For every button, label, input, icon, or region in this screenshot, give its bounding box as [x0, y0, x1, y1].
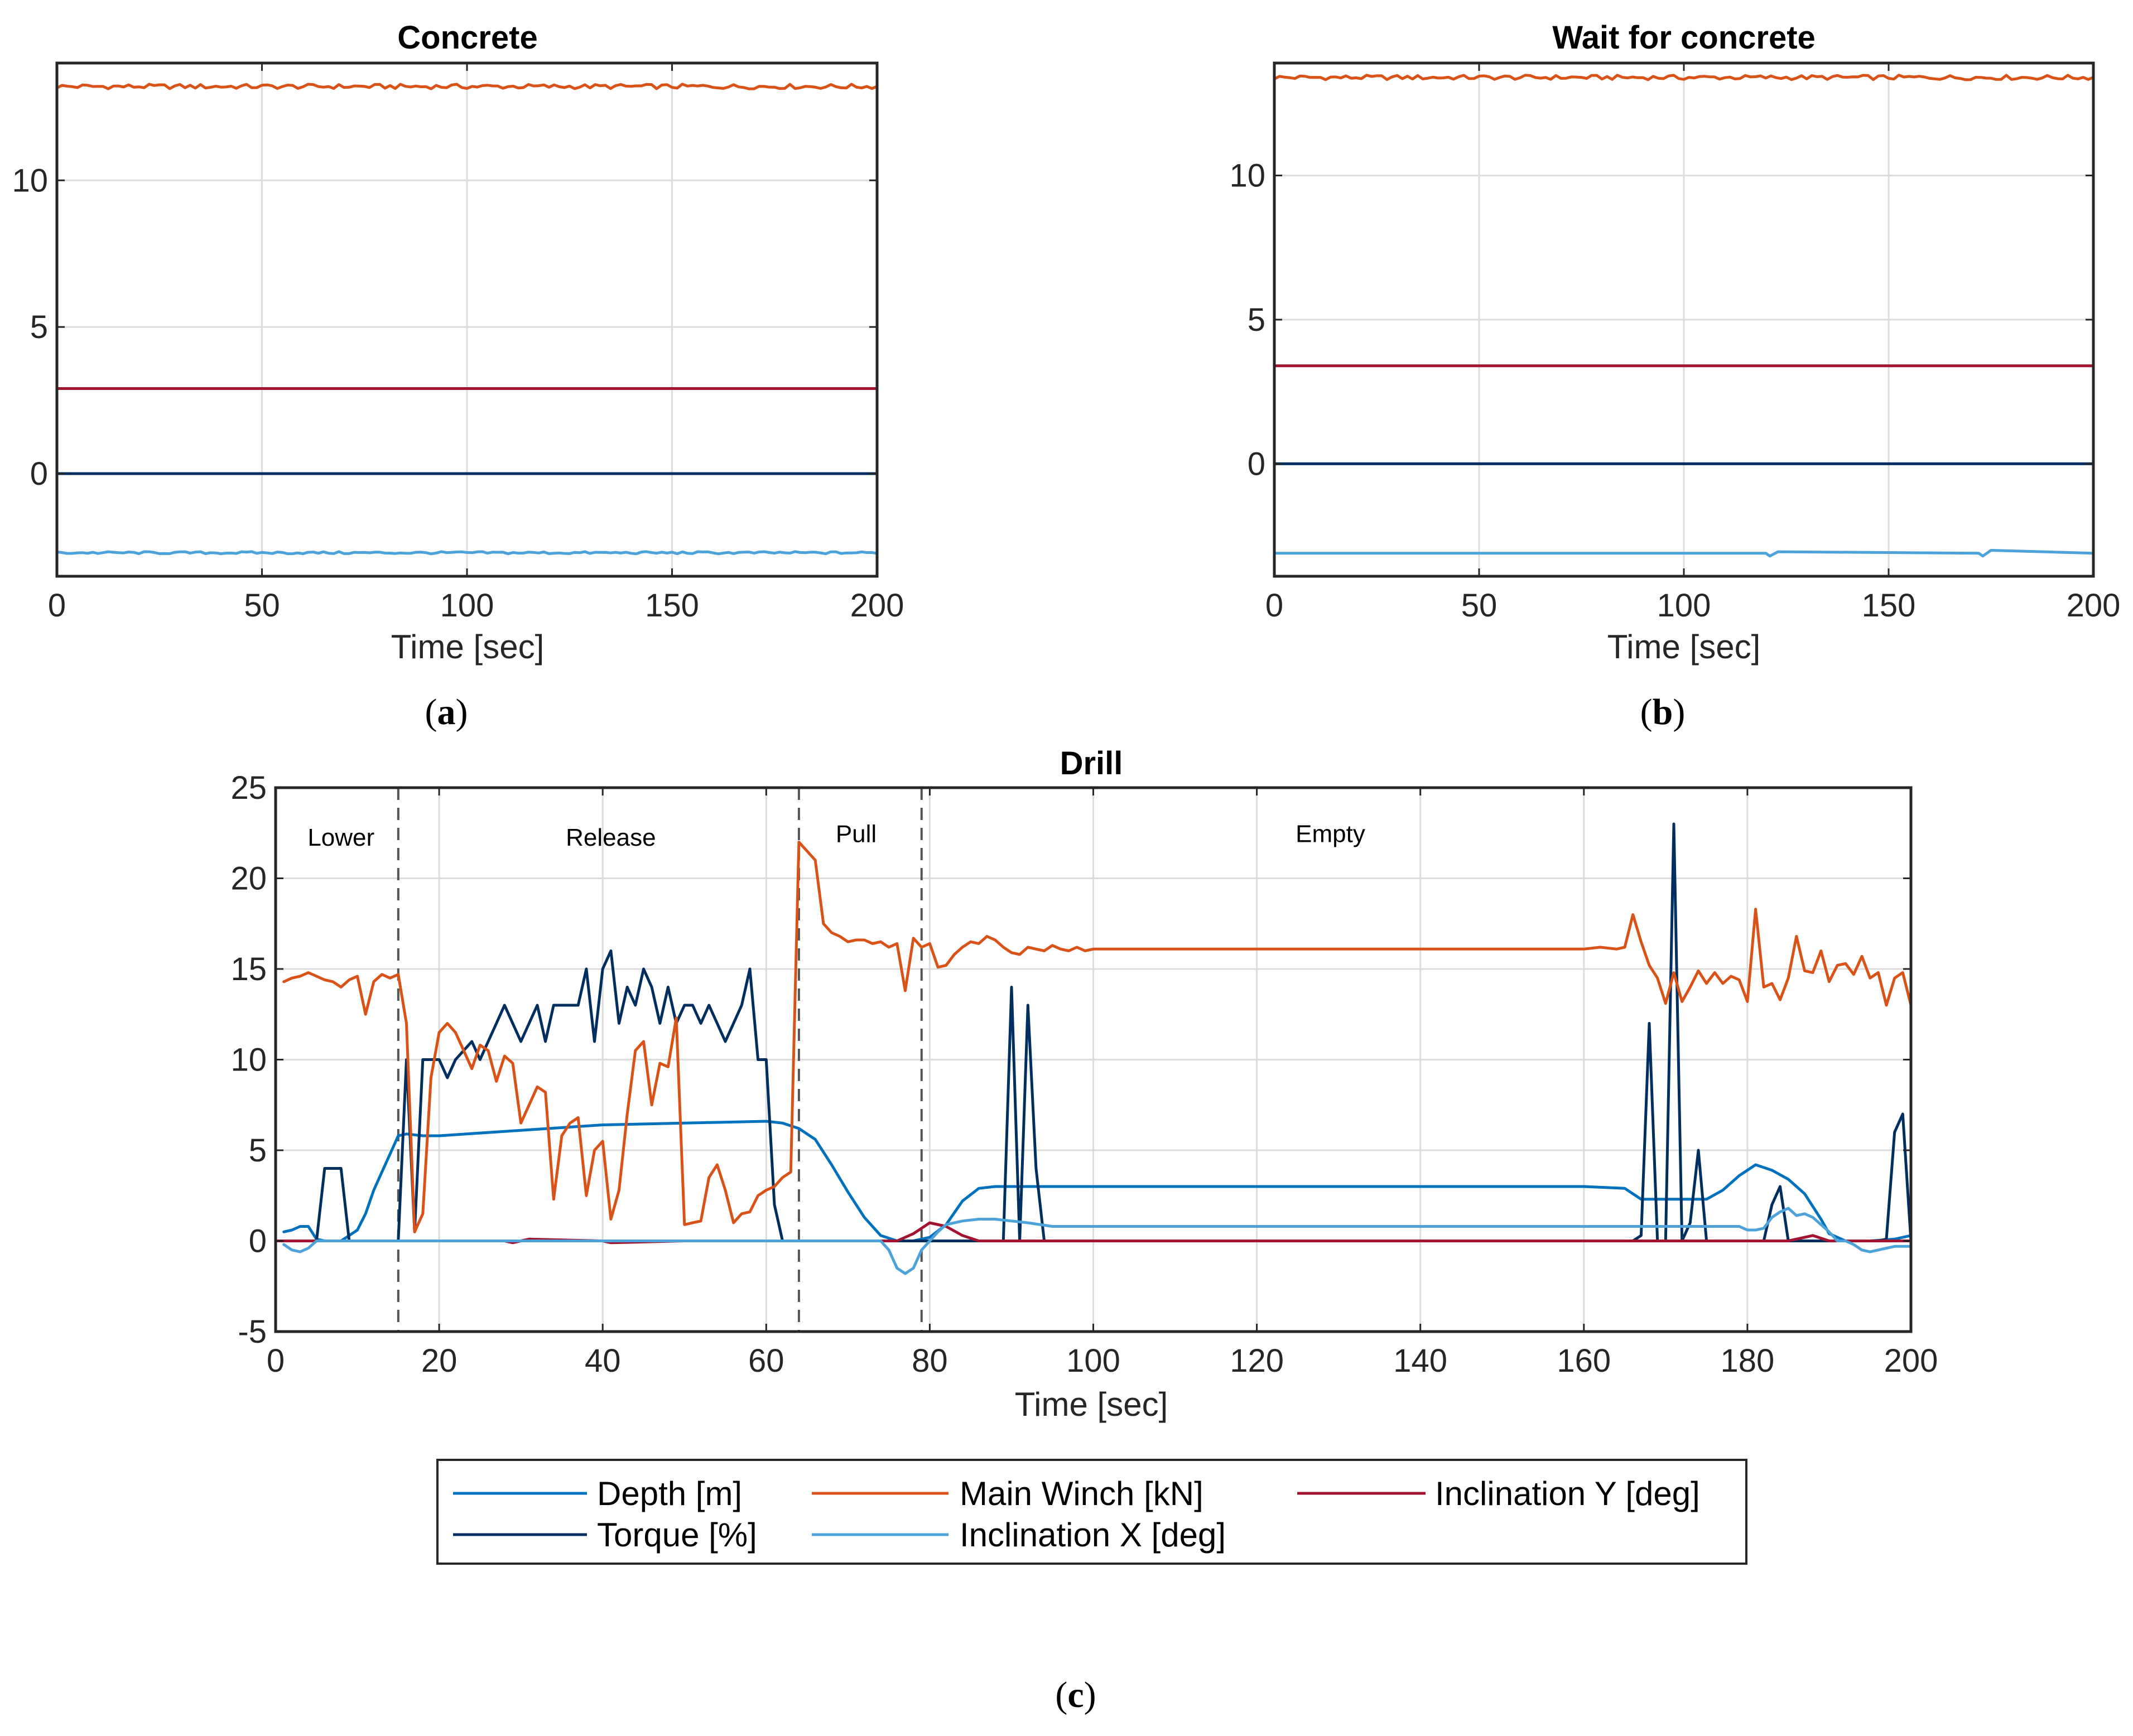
panel-b-title: Wait for concrete — [1552, 20, 1816, 56]
y-tick-label: 10 — [230, 1042, 267, 1078]
x-tick-label: 160 — [1557, 1343, 1611, 1379]
phase-label-release: Release — [566, 824, 656, 851]
legend-box — [436, 1459, 1747, 1565]
y-tick-label: 5 — [249, 1132, 267, 1169]
panel-a: Concrete 0 50 100 150 200 0 5 10 Time [sec] (a… — [12, 20, 904, 732]
panel-c-phase-labels: Lower Release Pull Empty — [307, 820, 1365, 851]
x-tick-label: 40 — [585, 1343, 621, 1379]
panel-b-caption: (b) — [1640, 692, 1686, 732]
x-tick-label: 50 — [244, 587, 280, 624]
y-tick-label: 5 — [1248, 302, 1265, 338]
series-line-depth — [282, 1120, 1913, 1242]
x-tick-label: 0 — [267, 1343, 285, 1379]
legend-label-torque: Torque [%] — [597, 1516, 757, 1554]
x-tick-label: 60 — [748, 1343, 784, 1379]
y-tick-label: 25 — [230, 770, 267, 806]
x-tick-label: 150 — [1862, 587, 1916, 624]
x-tick-label: 140 — [1393, 1343, 1447, 1379]
phase-label-pull: Pull — [836, 820, 877, 847]
panel-a-xlabel: Time [sec] — [391, 628, 544, 666]
legend-item-inclination-x: Inclination X [deg] — [812, 1516, 1226, 1554]
x-tick-label: 200 — [1884, 1343, 1938, 1379]
panel-b: Wait for concrete 0 50 100 150 200 0 5 10 Time… — [1229, 20, 2120, 732]
panel-c-x-ticks: 0 20 40 60 80 100 120 140 160 180 200 — [267, 788, 1938, 1379]
panel-a-title: Concrete — [397, 20, 537, 56]
series-line-main-winch — [1273, 74, 2095, 81]
panel-a-caption-letter: a — [437, 692, 456, 732]
panel-b-x-ticks: 0 50 100 150 200 — [1265, 63, 2121, 624]
panel-a-plot — [55, 83, 879, 556]
panel-c-caption-letter: c — [1067, 1675, 1084, 1715]
x-tick-label: 120 — [1230, 1343, 1284, 1379]
x-tick-label: 20 — [421, 1343, 458, 1379]
x-tick-label: 150 — [645, 587, 699, 624]
phase-label-empty: Empty — [1296, 820, 1365, 847]
x-tick-label: 100 — [440, 587, 494, 624]
x-tick-label: 200 — [2067, 587, 2121, 624]
panel-b-caption-letter: b — [1653, 692, 1673, 732]
panel-c-plot — [274, 822, 1913, 1275]
panel-c-title: Drill — [1060, 745, 1123, 782]
series-line-inclination-x — [282, 1207, 1913, 1275]
x-tick-label: 180 — [1721, 1343, 1775, 1379]
legend-label-main-winch: Main Winch [kN] — [960, 1475, 1203, 1512]
x-tick-label: 0 — [48, 587, 66, 624]
panel-a-x-ticks: 0 50 100 150 200 — [48, 63, 904, 624]
panel-a-y-ticks: 0 5 10 — [12, 162, 877, 492]
legend-item-inclination-y: Inclination Y [deg] — [1297, 1475, 1700, 1512]
legend-item-main-winch: Main Winch [kN] — [812, 1475, 1203, 1512]
x-tick-label: 0 — [1265, 587, 1283, 624]
panel-a-caption: (a) — [425, 692, 468, 732]
legend-item-depth: Depth [m] — [453, 1475, 742, 1512]
y-tick-label: 20 — [230, 861, 267, 897]
y-tick-label: 5 — [30, 309, 48, 345]
legend-item-torque: Torque [%] — [453, 1516, 757, 1554]
series-line-main-winch — [282, 841, 1913, 1233]
series-line-inclination-x — [1273, 549, 2095, 558]
y-tick-label: 10 — [12, 162, 48, 199]
y-tick-label: 0 — [1248, 446, 1265, 482]
legend-label-inclination-x: Inclination X [deg] — [960, 1516, 1226, 1554]
series-line-inclination-x — [55, 550, 879, 556]
x-tick-label: 50 — [1461, 587, 1498, 624]
x-tick-label: 100 — [1657, 587, 1711, 624]
x-tick-label: 100 — [1066, 1343, 1120, 1379]
legend: Depth [m] Main Winch [kN] Inclination Y … — [436, 1459, 1747, 1565]
panel-b-xlabel: Time [sec] — [1607, 628, 1760, 666]
panel-c-y-ticks: -5 0 5 10 15 20 25 — [230, 770, 1911, 1350]
legend-label-inclination-y: Inclination Y [deg] — [1435, 1475, 1700, 1512]
phase-label-lower: Lower — [307, 824, 374, 851]
y-tick-label: 10 — [1229, 158, 1265, 194]
x-tick-label: 80 — [912, 1343, 948, 1379]
panel-b-y-ticks: 0 5 10 — [1229, 158, 2093, 482]
x-tick-label: 200 — [850, 587, 904, 624]
legend-label-depth: Depth [m] — [597, 1475, 742, 1512]
panel-c-caption: (c) — [1055, 1675, 1096, 1715]
series-line-main-winch — [55, 83, 879, 90]
y-tick-label: 15 — [230, 951, 267, 987]
series-line-torque — [282, 822, 1913, 1242]
panel-c-xlabel: Time [sec] — [1015, 1386, 1168, 1423]
panel-b-plot — [1273, 74, 2095, 558]
panel-c: Drill Lower Release Pull Empty 0 20 40 60 80 100… — [230, 745, 1938, 1715]
y-tick-label: 0 — [249, 1223, 267, 1260]
y-tick-label: -5 — [238, 1314, 267, 1350]
y-tick-label: 0 — [30, 456, 48, 492]
